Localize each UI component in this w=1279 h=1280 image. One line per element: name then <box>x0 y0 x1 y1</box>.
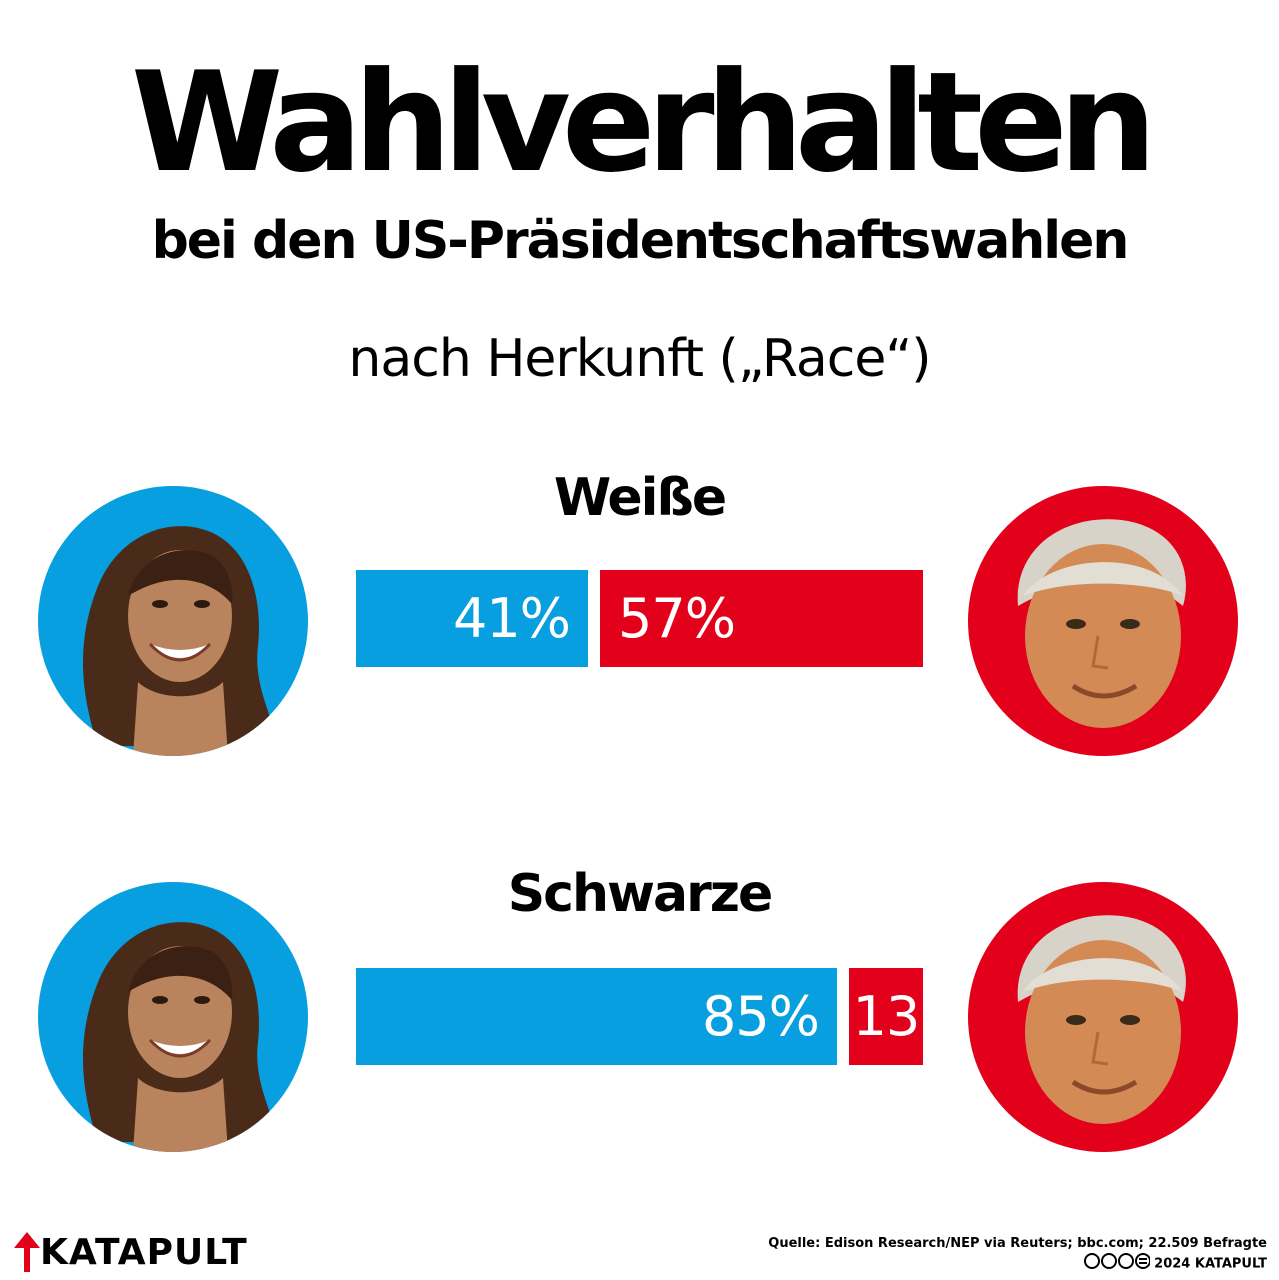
bar-trump-schwarze: 13 <box>849 968 923 1065</box>
trump-portrait-icon <box>968 486 1238 756</box>
bar-trump-weisse: 57% <box>600 570 923 667</box>
page-subtitle: bei den US-Präsidentschaftswahlen <box>151 211 1130 271</box>
copyright-text: 2024 KATAPULT <box>1154 1256 1267 1272</box>
source-text: Quelle: Edison Research/NEP via Reuters;… <box>768 1236 1267 1251</box>
logo-text: KATAPULT <box>40 1231 248 1273</box>
harris-portrait-icon <box>38 486 308 756</box>
page-title: Wahlverhalten <box>130 42 1157 203</box>
page-subtitle-category: nach Herkunft („Race“) <box>348 329 931 389</box>
group-label-schwarze: Schwarze <box>507 864 774 924</box>
group-label-weisse: Weiße <box>553 468 727 528</box>
harris-portrait-icon <box>38 882 308 1152</box>
katapult-logo-icon <box>14 1232 40 1272</box>
trump-portrait-icon <box>968 882 1238 1152</box>
creative-commons-icon <box>1084 1253 1152 1275</box>
katapult-logo: KATAPULT <box>14 1230 248 1274</box>
bar-harris-schwarze: 85% <box>356 968 837 1065</box>
source-note: Quelle: Edison Research/NEP via Reuters;… <box>768 1234 1267 1275</box>
bar-harris-weisse: 41% <box>356 570 588 667</box>
